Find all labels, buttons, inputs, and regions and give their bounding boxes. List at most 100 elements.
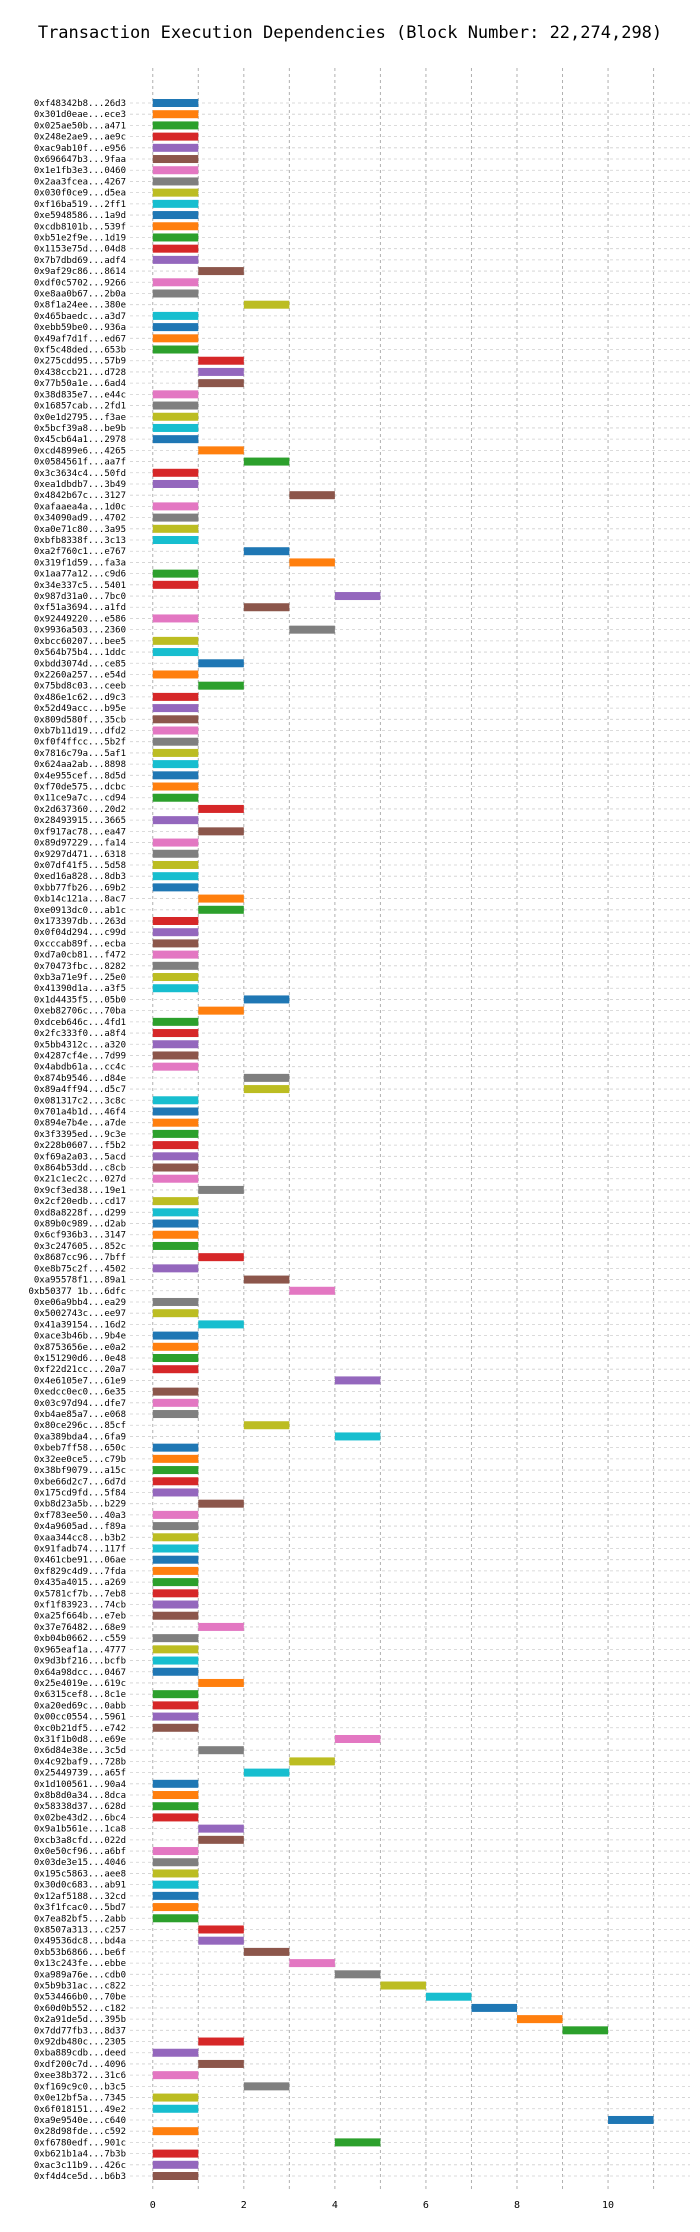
bar bbox=[152, 2071, 199, 2080]
bar bbox=[198, 1824, 244, 1833]
y-tick-label: 0x0e50cf96...a6bf bbox=[34, 1847, 126, 1857]
y-tick-label: 0xf69a2a03...5acd bbox=[34, 1152, 126, 1162]
y-tick-label: 0x6f018151...49e2 bbox=[34, 2105, 126, 2115]
y-tick-label: 0x248e2ae9...ae9c bbox=[34, 133, 126, 143]
y-tick-label: 0xea1dbdb7...3b49 bbox=[34, 480, 126, 490]
bar bbox=[152, 1578, 199, 1587]
y-tick-label: 0x41390d1a...a3f5 bbox=[34, 984, 126, 994]
bar bbox=[152, 726, 199, 735]
y-tick-label: 0x13c243fe...ebbe bbox=[34, 1959, 126, 1969]
y-tick-label: 0x275cdd95...57b9 bbox=[34, 357, 126, 367]
y-tick-label: 0x5b9b31ac...c822 bbox=[34, 1982, 126, 1992]
y-tick-label: 0x319f1d59...fa3a bbox=[34, 558, 126, 568]
bar bbox=[152, 1197, 199, 1206]
bar bbox=[152, 1264, 199, 1273]
bar bbox=[152, 1914, 199, 1923]
y-tick-label: 0xcdb8101b...539f bbox=[34, 222, 126, 232]
bar bbox=[152, 1723, 199, 1732]
y-tick-label: 0x864b53dd...c8cb bbox=[34, 1164, 126, 1174]
bar bbox=[152, 648, 199, 657]
bar bbox=[152, 1309, 199, 1318]
y-tick-label: 0x32ee0ce5...c79b bbox=[34, 1455, 126, 1465]
y-tick-label: 0x4c92baf9...728b bbox=[34, 1757, 126, 1767]
y-tick-label: 0x34090ad9...4702 bbox=[34, 514, 126, 524]
y-tick-label: 0xf0f4ffcc...5b2f bbox=[34, 738, 126, 748]
y-tick-label: 0x34e337c5...5401 bbox=[34, 581, 126, 591]
y-tick-label: 0xcd4899e6...4265 bbox=[34, 446, 126, 456]
bar bbox=[152, 928, 199, 937]
bar bbox=[334, 1432, 381, 1441]
bar bbox=[198, 1499, 244, 1508]
bar bbox=[152, 1443, 199, 1452]
bar bbox=[152, 883, 199, 892]
y-tick-label: 0x89a4ff94...d5c7 bbox=[34, 1085, 126, 1095]
bar bbox=[152, 1813, 199, 1822]
bar bbox=[198, 2059, 244, 2068]
bar bbox=[152, 916, 199, 925]
bar bbox=[198, 1925, 244, 1934]
y-tick-label: 0x9a1b561e...1ca8 bbox=[34, 1825, 126, 1835]
bar bbox=[243, 1421, 290, 1430]
bar bbox=[243, 1073, 290, 1082]
bar bbox=[152, 1387, 199, 1396]
y-tick-label: 0xf16ba519...2ff1 bbox=[34, 200, 126, 210]
y-tick-label: 0x1d4435f5...05b0 bbox=[34, 995, 126, 1005]
x-tick-label: 6 bbox=[423, 2200, 429, 2211]
bar bbox=[152, 748, 199, 757]
y-tick-label: 0x00cc0554...5961 bbox=[34, 1713, 126, 1723]
y-tick-label: 0x228b0607...f5b2 bbox=[34, 1141, 126, 1151]
y-tick-label: 0xb3a71e9f...25e0 bbox=[34, 973, 126, 983]
y-tick-label: 0x435a4015...a269 bbox=[34, 1578, 126, 1588]
y-tick-label: 0x965eaf1a...4777 bbox=[34, 1645, 126, 1655]
y-tick-label: 0x0e12bf5a...7345 bbox=[34, 2094, 126, 2104]
bar bbox=[152, 1555, 199, 1564]
bar bbox=[243, 1947, 290, 1956]
y-tick-label: 0x77b50a1e...6ad4 bbox=[34, 379, 126, 389]
bar bbox=[152, 233, 199, 242]
y-tick-label: 0x7b7dbd69...adf4 bbox=[34, 256, 126, 266]
bar bbox=[152, 423, 199, 432]
y-tick-label: 0x41a39154...16d2 bbox=[34, 1320, 126, 1330]
y-tick-label: 0x28d98fde...c592 bbox=[34, 2127, 126, 2137]
y-tick-label: 0xb53b6866...be6f bbox=[34, 1948, 126, 1958]
y-tick-label: 0x8507a313...c257 bbox=[34, 1925, 126, 1935]
y-tick-label: 0x151290d6...0e48 bbox=[34, 1354, 126, 1364]
y-tick-label: 0x874b9546...d84e bbox=[34, 1074, 126, 1084]
y-tick-label: 0x8f1a24ee...380e bbox=[34, 301, 126, 311]
y-tick-label: 0xf48342b8...26d3 bbox=[34, 99, 126, 109]
y-tick-label: 0xaa344cc8...b3b2 bbox=[34, 1533, 126, 1543]
bar bbox=[152, 715, 199, 724]
chart-title: Transaction Execution Dependencies (Bloc… bbox=[38, 23, 662, 43]
bar bbox=[198, 356, 244, 365]
bar bbox=[289, 1757, 335, 1766]
bar bbox=[152, 771, 199, 780]
y-tick-label: 0xb4ae85a7...e068 bbox=[34, 1410, 126, 1420]
bar bbox=[152, 1129, 199, 1138]
bar bbox=[289, 625, 335, 634]
x-tick-label: 10 bbox=[602, 2200, 614, 2211]
y-tick-label: 0x02be43d2...6bc4 bbox=[34, 1813, 126, 1823]
bar bbox=[198, 1185, 244, 1194]
bar bbox=[243, 457, 290, 466]
bar bbox=[152, 502, 199, 511]
bar bbox=[152, 1656, 199, 1665]
bar bbox=[152, 334, 199, 343]
bar bbox=[198, 379, 244, 388]
y-tick-label: 0x49af7d1f...ed67 bbox=[34, 334, 126, 344]
y-tick-label: 0x5781cf7b...7eb8 bbox=[34, 1589, 126, 1599]
bar bbox=[243, 2082, 290, 2091]
y-tick-label: 0x2fc333f0...a8f4 bbox=[34, 1029, 126, 1039]
y-tick-label: 0xbb77fb26...69b2 bbox=[34, 883, 126, 893]
y-tick-label: 0x7dd77fb3...8d37 bbox=[34, 2026, 126, 2036]
y-tick-label: 0x60d0b552...c182 bbox=[34, 2004, 126, 2014]
bar bbox=[152, 1510, 199, 1519]
y-tick-label: 0x92db480c...2305 bbox=[34, 2038, 126, 2048]
bar bbox=[152, 1903, 199, 1912]
y-tick-label: 0x301d0eae...ece3 bbox=[34, 110, 126, 120]
bar bbox=[152, 1779, 199, 1788]
bar bbox=[152, 1051, 199, 1060]
bar bbox=[152, 1589, 199, 1598]
y-tick-label: 0xbcc60207...bee5 bbox=[34, 637, 126, 647]
y-tick-label: 0x3f1fcac0...5bd7 bbox=[34, 1903, 126, 1913]
y-tick-label: 0xf917ac78...ea47 bbox=[34, 827, 126, 837]
